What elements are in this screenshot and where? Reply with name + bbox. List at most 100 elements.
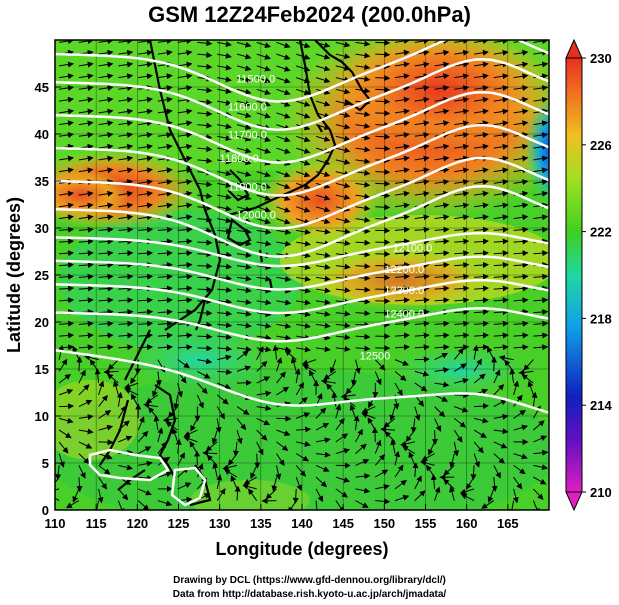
wind-arrow [232, 441, 239, 457]
x-tick-label: 110 [45, 516, 66, 531]
wind-arrow [59, 120, 74, 127]
wind-arrow [493, 384, 505, 396]
wind-arrow [533, 61, 549, 68]
wind-arrow [78, 465, 86, 479]
height-contour-line [55, 58, 549, 131]
wind-arrow [493, 297, 509, 304]
wind-arrow [157, 471, 173, 478]
contour-label: 12000.0 [236, 210, 276, 222]
x-tick-label: 125 [168, 516, 190, 531]
wind-arrow [394, 49, 410, 56]
wind-arrow [118, 132, 134, 138]
wind-arrow [98, 190, 114, 197]
wind-arrow [276, 206, 291, 213]
wind-arrow [518, 369, 534, 376]
wind-arrow [217, 334, 233, 340]
wind-arrow [118, 273, 134, 280]
wind-arrow [98, 250, 114, 257]
wind-arrow [374, 454, 386, 466]
wind-arrow [513, 143, 529, 150]
wind-arrow [256, 206, 271, 213]
wind-arrow [78, 226, 94, 233]
height-contour-line [55, 40, 549, 103]
wind-arrow [155, 371, 162, 387]
y-tick-label: 20 [35, 315, 49, 330]
wind-arrow [454, 214, 470, 221]
wind-arrow [513, 250, 529, 257]
wind-arrow [335, 217, 351, 224]
wind-arrow [138, 226, 154, 233]
wind-arrow [175, 438, 182, 454]
wind-arrow [533, 273, 549, 280]
wind-arrow [276, 112, 291, 119]
wind-arrow [454, 250, 470, 257]
wind-arrow [434, 120, 450, 127]
wind-arrow [296, 100, 311, 107]
wind-arrow [157, 143, 173, 150]
wind-arrow [236, 124, 252, 130]
wind-arrow [276, 147, 291, 154]
wind-arrow [76, 356, 83, 372]
wind-arrow [78, 190, 94, 197]
wind-arrow [414, 120, 430, 127]
wind-arrow [78, 132, 94, 138]
wind-arrow [493, 179, 509, 186]
wind-arrow [533, 96, 549, 103]
wind-arrow [236, 299, 252, 306]
colorbar-max-triangle [565, 38, 583, 59]
wind-arrow [394, 371, 407, 382]
x-tick-label: 145 [332, 516, 354, 531]
height-contour-line [55, 348, 549, 414]
wind-arrow [197, 298, 213, 305]
wind-arrow [236, 100, 252, 107]
wind-arrow [276, 77, 291, 84]
wind-arrow [59, 85, 74, 91]
contour-label: 12100.0 [393, 243, 433, 255]
wind-arrow [394, 297, 410, 304]
wind-arrow [197, 110, 213, 117]
wind-arrow [410, 418, 417, 434]
wind-arrow [315, 77, 331, 84]
wind-arrow [493, 441, 508, 449]
wind-arrow [217, 217, 232, 224]
wind-arrow [256, 218, 271, 225]
wind-arrow [374, 359, 386, 371]
wind-arrow [217, 182, 232, 189]
wind-arrow [98, 424, 114, 431]
wind-arrow [256, 171, 271, 178]
wind-arrow [256, 264, 272, 270]
contour-label: 11900.0 [228, 181, 267, 193]
wind-arrow [474, 297, 489, 304]
wind-arrow [118, 167, 134, 174]
wind-arrow [394, 167, 410, 174]
wind-arrow [118, 108, 134, 115]
wind-arrow [217, 263, 233, 270]
wind-arrow [454, 261, 470, 268]
wind-arrow [335, 135, 351, 142]
wind-arrow [513, 61, 529, 68]
colorbar-tick-label: 222 [590, 225, 612, 240]
wind-arrow [355, 87, 371, 94]
wind-arrow [276, 275, 292, 282]
wind-arrow [137, 500, 150, 510]
wind-arrow [118, 250, 134, 257]
wind-arrow [335, 88, 351, 95]
wind-arrow [276, 88, 291, 96]
wind-arrow [177, 179, 193, 186]
wind-arrow [157, 308, 173, 315]
wind-arrow [414, 61, 430, 68]
x-tick-label: 155 [415, 516, 437, 531]
wind-arrow [137, 416, 145, 431]
wind-arrow [58, 417, 74, 424]
wind-arrow [177, 359, 190, 369]
wind-arrow [296, 441, 311, 447]
wind-arrow [157, 297, 173, 304]
wind-arrow [138, 179, 153, 186]
wind-arrow [394, 96, 410, 103]
wind-arrow [98, 167, 114, 174]
wind-arrow [59, 226, 75, 233]
wind-arrow [276, 386, 290, 396]
wind-arrow [296, 41, 311, 49]
wind-arrow [355, 263, 371, 270]
